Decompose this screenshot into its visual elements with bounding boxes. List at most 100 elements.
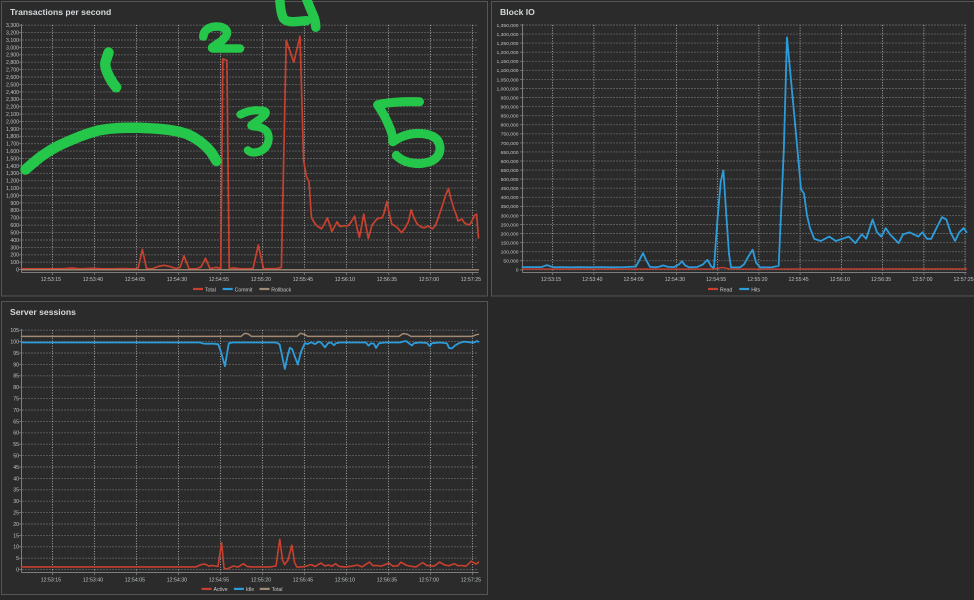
svg-text:60: 60 <box>13 431 19 437</box>
svg-text:12:53:15: 12:53:15 <box>541 277 561 283</box>
svg-text:2,000: 2,000 <box>6 119 19 125</box>
svg-text:90: 90 <box>13 362 19 368</box>
svg-text:3,000: 3,000 <box>6 45 19 51</box>
svg-text:12:57:00: 12:57:00 <box>419 578 439 584</box>
svg-text:35: 35 <box>13 488 19 494</box>
svg-text:Transactions per second: Transactions per second <box>10 7 111 17</box>
svg-text:700,000: 700,000 <box>501 141 519 147</box>
svg-text:12:54:55: 12:54:55 <box>209 277 229 283</box>
svg-text:20: 20 <box>13 522 19 528</box>
svg-text:2,100: 2,100 <box>6 112 19 118</box>
svg-text:1,300: 1,300 <box>6 171 19 177</box>
svg-text:0: 0 <box>16 268 19 274</box>
svg-text:1,700: 1,700 <box>6 142 19 148</box>
svg-text:800,000: 800,000 <box>501 123 519 129</box>
svg-text:40: 40 <box>13 476 19 482</box>
svg-text:75: 75 <box>13 397 19 403</box>
svg-text:1,600: 1,600 <box>6 149 19 155</box>
svg-text:12:53:15: 12:53:15 <box>41 578 61 584</box>
svg-text:1,100,000: 1,100,000 <box>497 68 519 74</box>
svg-text:1,050,000: 1,050,000 <box>497 77 519 83</box>
svg-text:Block IO: Block IO <box>500 7 535 17</box>
svg-text:1,500: 1,500 <box>6 156 19 162</box>
svg-text:12:53:40: 12:53:40 <box>83 277 103 283</box>
svg-text:12:55:20: 12:55:20 <box>747 277 767 283</box>
svg-text:Commit: Commit <box>235 287 253 293</box>
svg-text:12:57:00: 12:57:00 <box>912 277 932 283</box>
svg-text:12:56:35: 12:56:35 <box>377 277 397 283</box>
svg-text:12:57:25: 12:57:25 <box>953 277 973 283</box>
svg-text:1,200: 1,200 <box>6 179 19 185</box>
svg-text:12:54:30: 12:54:30 <box>167 578 187 584</box>
svg-text:10: 10 <box>13 545 19 551</box>
svg-text:2,900: 2,900 <box>6 53 19 59</box>
svg-text:5: 5 <box>16 556 19 562</box>
svg-text:1,900: 1,900 <box>6 127 19 133</box>
svg-text:750,000: 750,000 <box>501 132 519 138</box>
svg-text:12:54:55: 12:54:55 <box>209 578 229 584</box>
svg-text:1,300,000: 1,300,000 <box>497 32 519 38</box>
svg-text:12:54:05: 12:54:05 <box>125 277 145 283</box>
svg-text:900,000: 900,000 <box>501 105 519 111</box>
svg-text:85: 85 <box>13 374 19 380</box>
svg-text:12:53:15: 12:53:15 <box>41 277 61 283</box>
svg-text:55: 55 <box>13 442 19 448</box>
svg-text:12:57:00: 12:57:00 <box>419 277 439 283</box>
svg-text:95: 95 <box>13 351 19 357</box>
svg-text:350,000: 350,000 <box>501 204 519 210</box>
svg-text:300: 300 <box>10 245 19 251</box>
svg-text:2,600: 2,600 <box>6 75 19 81</box>
svg-text:Hits: Hits <box>751 287 760 293</box>
svg-text:50: 50 <box>13 454 19 460</box>
svg-text:30: 30 <box>13 499 19 505</box>
svg-text:0: 0 <box>516 268 519 274</box>
svg-text:12:56:10: 12:56:10 <box>335 277 355 283</box>
svg-text:400: 400 <box>10 238 19 244</box>
svg-text:1,100: 1,100 <box>6 186 19 192</box>
svg-text:12:56:10: 12:56:10 <box>830 277 850 283</box>
svg-text:100: 100 <box>10 340 19 346</box>
svg-text:12:56:35: 12:56:35 <box>871 277 891 283</box>
svg-text:450,000: 450,000 <box>501 186 519 192</box>
svg-text:500: 500 <box>10 231 19 237</box>
svg-text:150,000: 150,000 <box>501 241 519 247</box>
svg-text:700: 700 <box>10 216 19 222</box>
svg-text:100: 100 <box>10 260 19 266</box>
svg-text:12:55:45: 12:55:45 <box>293 578 313 584</box>
svg-text:12:57:25: 12:57:25 <box>461 277 481 283</box>
svg-text:12:54:30: 12:54:30 <box>665 277 685 283</box>
svg-text:650,000: 650,000 <box>501 150 519 156</box>
svg-text:Idle: Idle <box>246 587 254 593</box>
svg-text:12:54:05: 12:54:05 <box>125 578 145 584</box>
svg-text:300,000: 300,000 <box>501 213 519 219</box>
svg-text:Read: Read <box>720 287 733 293</box>
svg-text:850,000: 850,000 <box>501 114 519 120</box>
svg-text:2,300: 2,300 <box>6 97 19 103</box>
svg-text:800: 800 <box>10 208 19 214</box>
svg-text:3,200: 3,200 <box>6 31 19 37</box>
svg-text:2,400: 2,400 <box>6 90 19 96</box>
svg-text:80: 80 <box>13 385 19 391</box>
svg-text:200,000: 200,000 <box>501 231 519 237</box>
svg-text:65: 65 <box>13 419 19 425</box>
svg-text:70: 70 <box>13 408 19 414</box>
svg-text:2,700: 2,700 <box>6 68 19 74</box>
svg-text:12:55:45: 12:55:45 <box>788 277 808 283</box>
svg-text:12:56:35: 12:56:35 <box>377 578 397 584</box>
svg-text:3,100: 3,100 <box>6 38 19 44</box>
svg-text:250,000: 250,000 <box>501 222 519 228</box>
svg-text:2,500: 2,500 <box>6 82 19 88</box>
svg-text:12:53:40: 12:53:40 <box>83 578 103 584</box>
svg-text:1,350,000: 1,350,000 <box>497 23 519 29</box>
svg-text:50,000: 50,000 <box>503 259 518 265</box>
svg-text:Total: Total <box>205 287 216 293</box>
svg-text:Active: Active <box>214 587 228 593</box>
svg-text:600: 600 <box>10 223 19 229</box>
svg-text:105: 105 <box>10 328 19 334</box>
svg-text:100,000: 100,000 <box>501 250 519 256</box>
svg-text:1,400: 1,400 <box>6 164 19 170</box>
svg-text:600,000: 600,000 <box>501 159 519 165</box>
svg-text:1,150,000: 1,150,000 <box>497 59 519 65</box>
svg-text:1,200,000: 1,200,000 <box>497 50 519 56</box>
svg-text:550,000: 550,000 <box>501 168 519 174</box>
